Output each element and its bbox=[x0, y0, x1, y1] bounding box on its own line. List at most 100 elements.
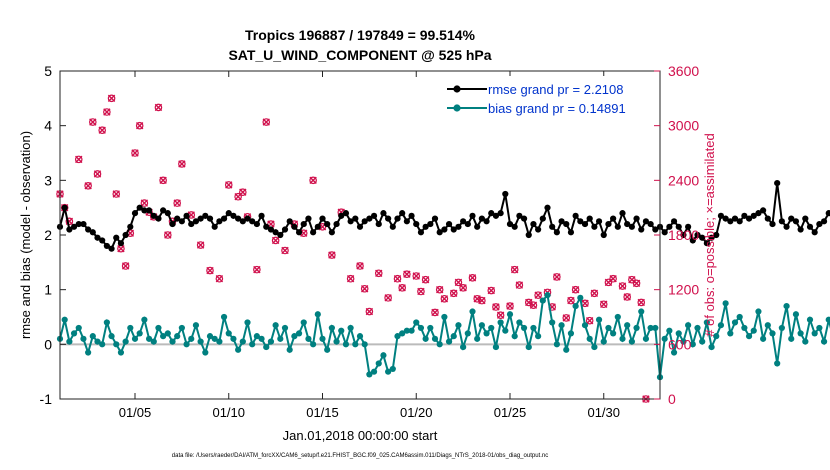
rmse-point bbox=[731, 215, 739, 222]
obs-possible-marker bbox=[590, 289, 599, 298]
obs-assimilated-marker bbox=[431, 308, 439, 317]
bias-point bbox=[783, 302, 790, 310]
y-left-tick-label: 1 bbox=[44, 282, 52, 298]
obs-assimilated-marker bbox=[440, 295, 449, 303]
bias-point bbox=[183, 341, 190, 348]
obs-assimilated-marker bbox=[98, 126, 106, 134]
rmse-point bbox=[577, 218, 584, 225]
obs-assimilated-marker bbox=[262, 118, 270, 126]
bias-point bbox=[408, 327, 415, 334]
rmse-point bbox=[169, 220, 176, 228]
obs-assimilated-marker bbox=[468, 274, 477, 282]
bias-point bbox=[155, 324, 162, 332]
obs-assimilated-marker bbox=[571, 285, 580, 294]
obs-assimilated-marker bbox=[375, 269, 383, 277]
y-axis-right-label: # of obs: o=possible; ×=assimilated bbox=[702, 133, 717, 336]
rmse-point bbox=[497, 210, 504, 217]
rmse-point bbox=[806, 223, 814, 230]
obs-assimilated-marker bbox=[393, 275, 402, 283]
rmse-point bbox=[436, 229, 443, 236]
obs-assimilated-marker bbox=[121, 262, 130, 270]
bias-point bbox=[670, 349, 678, 356]
rmse-point bbox=[417, 229, 425, 236]
rmse-point bbox=[202, 212, 209, 219]
y-left-tick-label: 4 bbox=[44, 118, 52, 134]
bias-point bbox=[802, 338, 809, 345]
bias-point bbox=[417, 324, 425, 332]
bias-point bbox=[539, 297, 546, 304]
bias-point bbox=[549, 319, 556, 326]
bias-point bbox=[211, 335, 218, 342]
bias-point bbox=[741, 324, 748, 332]
rmse-point bbox=[394, 215, 401, 222]
obs-assimilated-marker bbox=[75, 155, 83, 164]
rmse-point bbox=[263, 223, 270, 230]
rmse-point bbox=[117, 240, 125, 247]
obs-possible-marker bbox=[496, 311, 505, 319]
obs-assimilated-marker bbox=[473, 295, 481, 303]
obs-possible-marker bbox=[417, 287, 425, 296]
bias-point bbox=[141, 316, 148, 323]
y-right-tick-label: 0 bbox=[668, 391, 676, 407]
bias-point bbox=[586, 335, 593, 342]
x-axis-label: Jan.01,2018 00:00:00 start bbox=[283, 428, 438, 443]
bias-point bbox=[70, 330, 78, 337]
obs-possible-marker bbox=[360, 284, 369, 293]
rmse-point bbox=[605, 220, 612, 228]
obs-possible-marker bbox=[206, 266, 214, 275]
bias-point bbox=[436, 341, 443, 348]
rmse-point bbox=[66, 226, 73, 233]
obs-assimilated-marker bbox=[590, 289, 599, 298]
bias-point bbox=[445, 338, 453, 345]
obs-possible-marker bbox=[135, 121, 144, 130]
rmse-point bbox=[591, 223, 598, 230]
obs-possible-marker bbox=[412, 272, 421, 280]
obs-assimilated-marker bbox=[609, 275, 617, 283]
rmse-point bbox=[694, 231, 701, 239]
obs-possible-marker bbox=[529, 301, 538, 309]
obs-assimilated-marker bbox=[140, 199, 149, 207]
rmse-point bbox=[825, 210, 830, 217]
obs-possible-marker bbox=[562, 314, 571, 322]
rmse-point bbox=[356, 223, 364, 230]
rmse-point bbox=[506, 220, 514, 228]
rmse-point bbox=[342, 210, 350, 217]
x-tick-label: 01/30 bbox=[587, 405, 620, 420]
obs-possible-marker bbox=[98, 126, 106, 135]
bias-point bbox=[811, 330, 818, 337]
legend-bias-label: bias grand pr = 0.14891 bbox=[488, 101, 626, 116]
rmse-point bbox=[286, 218, 293, 225]
bias-point bbox=[295, 330, 303, 337]
bias-point bbox=[760, 335, 767, 342]
rmse-point bbox=[708, 234, 715, 241]
obs-assimilated-marker bbox=[600, 300, 608, 308]
obs-possible-marker bbox=[431, 308, 439, 317]
obs-assimilated-marker bbox=[178, 160, 186, 168]
bias-point bbox=[427, 324, 434, 332]
obs-possible-marker bbox=[623, 293, 631, 301]
bias-point bbox=[764, 322, 771, 329]
rmse-point bbox=[647, 220, 654, 228]
rmse-point bbox=[572, 212, 579, 219]
obs-assimilated-marker bbox=[154, 103, 163, 112]
rmse-point bbox=[347, 218, 354, 225]
obs-possible-marker bbox=[449, 289, 458, 298]
rmse-point bbox=[380, 210, 387, 217]
obs-possible-marker bbox=[632, 279, 641, 288]
rmse-point bbox=[413, 220, 420, 228]
rmse-point bbox=[113, 234, 120, 241]
obs-assimilated-marker bbox=[159, 176, 167, 185]
obs-assimilated-marker bbox=[271, 236, 280, 245]
x-tick-label: 01/15 bbox=[306, 405, 339, 420]
rmse-point bbox=[183, 212, 190, 219]
rmse-point bbox=[127, 223, 134, 230]
bias-point bbox=[647, 324, 654, 332]
bias-point bbox=[694, 324, 701, 332]
y-right-tick-label: 1800 bbox=[668, 227, 699, 243]
y-left-tick-label: 3 bbox=[44, 172, 52, 188]
obs-assimilated-marker bbox=[492, 303, 500, 311]
bias-point bbox=[375, 360, 382, 367]
rmse-point bbox=[103, 242, 110, 250]
obs-possible-marker bbox=[154, 103, 163, 112]
rmse-point bbox=[122, 231, 129, 239]
